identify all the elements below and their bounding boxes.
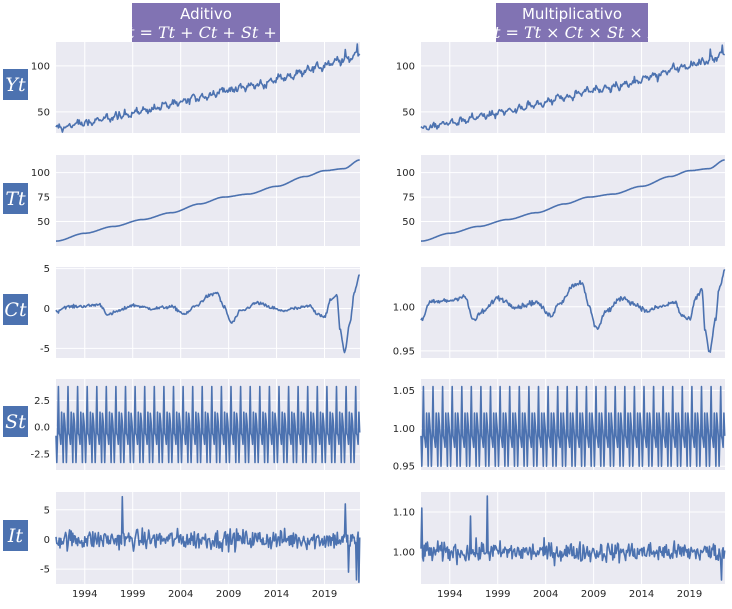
- header-additive: Aditivo Yt = Tt + Ct + St + It: [117, 3, 295, 44]
- series-line-S: [420, 385, 726, 467]
- y-tick-label: 2.5: [34, 396, 50, 407]
- panel-background: [56, 42, 360, 133]
- x-tick-label: 1994: [437, 589, 462, 600]
- y-tick-label: 50: [402, 217, 415, 228]
- panel-background: [56, 267, 360, 358]
- x-tick-label: 2009: [581, 589, 606, 600]
- series-line-Y: [420, 44, 725, 131]
- panel-T-additive: 50 75 100: [31, 155, 360, 246]
- y-tick-label: 1.00: [393, 424, 415, 435]
- header-additive-box: [132, 3, 280, 44]
- panel-S-additive: -2.5 0.0 2.5: [30, 379, 361, 470]
- series-line-T: [56, 159, 360, 242]
- panel-I-multiplicative: 1.00 1.10 1994 1999 2004 2009 2014 2019: [393, 492, 726, 600]
- y-tick-label: 1.05: [393, 386, 415, 397]
- row-label-T-box: [3, 183, 28, 214]
- x-tick-label: 1994: [72, 589, 97, 600]
- x-tick-label: 2004: [168, 589, 193, 600]
- header-multiplicative-box: [496, 3, 648, 44]
- y-tick-label: -5: [40, 344, 50, 355]
- y-tick-label: 100: [396, 168, 415, 179]
- x-tick-label: 1999: [485, 589, 510, 600]
- y-tick-label: 0.95: [393, 346, 415, 357]
- x-tick-label: 2014: [264, 589, 289, 600]
- row-label-S-text: St: [5, 411, 26, 433]
- y-tick-label: 100: [31, 168, 50, 179]
- panel-background: [421, 155, 725, 246]
- row-label-Y-text: Yt: [5, 74, 26, 96]
- series-line-Y: [55, 43, 361, 133]
- row-label-Y: Yt: [3, 69, 28, 100]
- panel-background: [421, 42, 725, 133]
- y-tick-label: 5: [44, 264, 50, 275]
- x-tick-label: 2009: [216, 589, 241, 600]
- x-tick-label: 2019: [677, 589, 702, 600]
- y-tick-label: 0: [44, 304, 50, 315]
- row-label-C: Ct: [3, 294, 28, 325]
- panel-Y-multiplicative: 50 100: [396, 42, 725, 133]
- header-multiplicative: Multiplicativo Yt = Tt × Ct × St × It: [483, 3, 661, 44]
- y-tick-label: 0.0: [34, 423, 50, 434]
- row-label-S: St: [3, 406, 28, 437]
- header-additive-title: Aditivo: [180, 5, 232, 23]
- x-tick-label: 1999: [120, 589, 145, 600]
- y-tick-label: 0: [44, 535, 50, 546]
- series-line-C: [55, 274, 360, 354]
- header-multiplicative-formula: Yt = Tt × Ct × St × It: [483, 23, 661, 42]
- row-label-Y-box: [3, 69, 28, 100]
- y-tick-label: -2.5: [30, 449, 50, 460]
- y-tick-label: 100: [31, 61, 50, 72]
- panel-Y-additive: 50 100: [31, 42, 361, 133]
- y-tick-label: 50: [402, 107, 415, 118]
- panel-background: [421, 267, 725, 358]
- y-tick-label: 1.00: [393, 548, 415, 559]
- panels: 50 100 50 75 100 -5 0 5 -2.5 0.0 2.5 -5 0 5 1994 1999 20…: [30, 42, 726, 600]
- panel-C-additive: -5 0 5: [40, 264, 360, 358]
- panel-background: [56, 155, 360, 246]
- panel-background: [421, 492, 725, 584]
- series-line-C: [420, 269, 726, 353]
- row-label-C-box: [3, 294, 28, 325]
- series-line-I: [55, 495, 361, 583]
- y-tick-label: 5: [44, 505, 50, 516]
- x-tick-label: 2004: [533, 589, 558, 600]
- row-label-T: Tt: [3, 183, 28, 214]
- series-line-I: [420, 495, 726, 581]
- panel-S-multiplicative: 0.95 1.00 1.05: [393, 379, 726, 473]
- y-tick-label: 1.00: [393, 302, 415, 313]
- row-label-C-text: Ct: [4, 299, 27, 321]
- row-label-S-box: [3, 406, 28, 437]
- x-tick-label: 2014: [629, 589, 654, 600]
- y-tick-label: 75: [402, 193, 415, 204]
- series-line-S: [55, 385, 361, 464]
- y-tick-label: 0.95: [393, 462, 415, 473]
- panel-T-multiplicative: 50 75 100: [396, 155, 725, 246]
- row-label-I-text: It: [7, 525, 24, 547]
- header-multiplicative-title: Multiplicativo: [522, 5, 622, 23]
- y-tick-label: 100: [396, 61, 415, 72]
- header-additive-formula: Yt = Tt + Ct + St + It: [117, 23, 295, 42]
- series-line-T: [421, 159, 725, 242]
- panel-I-additive: -5 0 5 1994 1999 2004 2009 2014 2019: [40, 492, 361, 600]
- x-tick-label: 2019: [312, 589, 337, 600]
- row-label-I-box: [3, 520, 28, 551]
- y-tick-label: 50: [37, 107, 50, 118]
- row-label-I: It: [3, 520, 28, 551]
- y-tick-label: 1.10: [393, 508, 415, 519]
- y-tick-label: 75: [37, 193, 50, 204]
- y-tick-label: 50: [37, 217, 50, 228]
- row-label-T-text: Tt: [5, 188, 26, 210]
- y-tick-label: -5: [40, 565, 50, 576]
- panel-C-multiplicative: 0.95 1.00: [393, 267, 726, 358]
